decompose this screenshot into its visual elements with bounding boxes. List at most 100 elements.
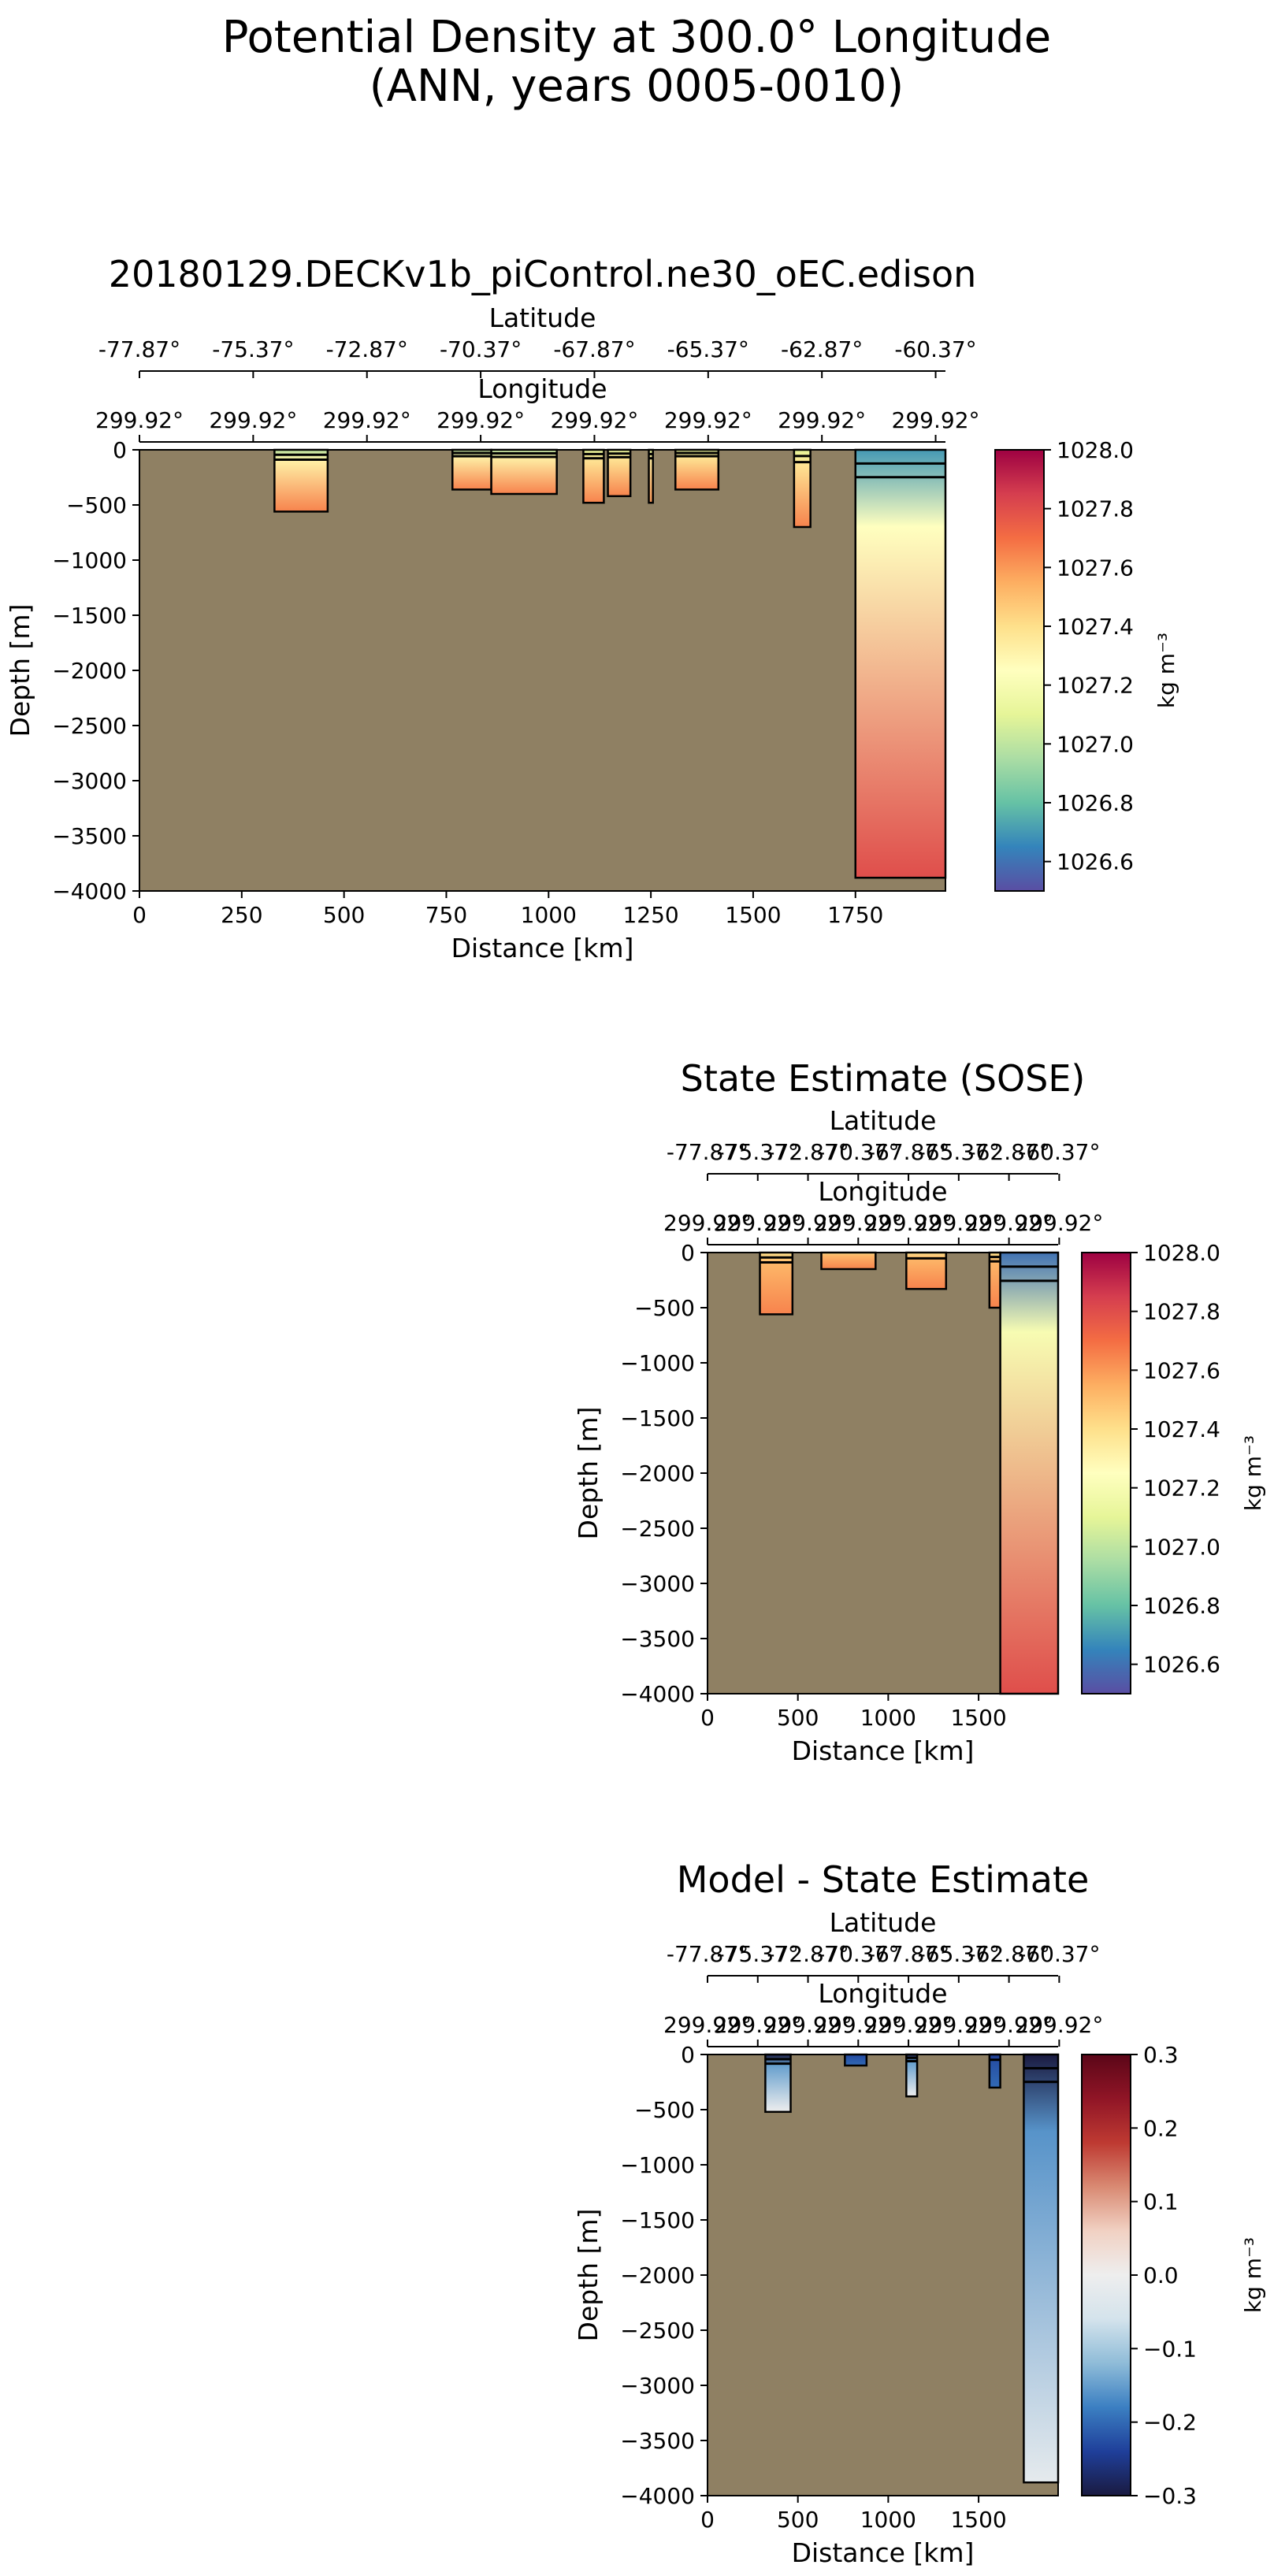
latitude-tick-label: -77.87° (98, 336, 180, 362)
x-tick-label: 500 (323, 902, 365, 928)
colorbar-tick-label: 1026.8 (1057, 790, 1134, 816)
x-axis-label: Distance [km] (792, 1735, 975, 1766)
longitude-tick-label: 299.92° (663, 2012, 752, 2038)
figure-title-line-1: Potential Density at 300.0° Longitude (222, 12, 1052, 63)
latitude-tick-label: -70.37° (440, 336, 522, 362)
latitude-tick-label: -62.87° (968, 1139, 1049, 1165)
latitude-tick-label: -60.37° (894, 336, 976, 362)
ocean-column (1023, 2053, 1060, 2484)
y-tick-label: −500 (66, 492, 127, 518)
colorbar-tick-label: −0.3 (1143, 2483, 1197, 2509)
y-tick-label: −3500 (52, 823, 127, 849)
longitude-tick-label: 299.92° (764, 1210, 852, 1236)
y-tick-label: −4000 (620, 1681, 695, 1707)
y-tick-label: −2000 (620, 2262, 695, 2288)
y-tick-label: −2500 (620, 2318, 695, 2344)
longitude-tick-label: 299.92° (814, 1210, 902, 1236)
longitude-tick-label: 299.92° (714, 2012, 802, 2038)
longitude-axis-label: Longitude (477, 373, 607, 404)
longitude-tick-label: 299.92° (814, 2012, 902, 2038)
colorbar-tick-label: −0.1 (1143, 2336, 1197, 2362)
longitude-tick-label: 299.92° (864, 2012, 953, 2038)
y-tick-label: −4000 (620, 2483, 695, 2509)
land-mask (708, 2054, 1058, 2496)
x-tick-label: 1250 (622, 902, 678, 928)
colorbar-label: kg m⁻³ (1240, 1435, 1266, 1511)
colorbar-tick-label: 1027.6 (1057, 555, 1134, 581)
latitude-tick-label: -67.87° (867, 1941, 949, 1967)
y-tick-label: −2000 (620, 1461, 695, 1487)
colorbar-tick-label: −0.2 (1143, 2410, 1197, 2436)
y-tick-label: −1000 (52, 547, 127, 573)
colorbar-label: kg m⁻³ (1240, 2237, 1266, 2313)
y-tick-label: −3000 (620, 2373, 695, 2399)
longitude-tick-label: 299.92° (778, 407, 866, 433)
colorbar-tick-label: 1027.0 (1057, 731, 1134, 757)
ocean-column (999, 1251, 1060, 1695)
y-tick-label: −2000 (52, 658, 127, 684)
longitude-tick-label: 299.92° (965, 1210, 1053, 1236)
colorbar (1081, 1252, 1131, 1694)
colorbar-tick-label: 1027.4 (1057, 614, 1134, 640)
latitude-tick-label: -65.37° (918, 1941, 1000, 1967)
ocean-column (854, 448, 947, 879)
colorbar-tick-label: 1027.8 (1143, 1299, 1220, 1325)
longitude-tick-label: 299.92° (915, 1210, 1003, 1236)
y-tick-label: −1000 (620, 2152, 695, 2178)
colorbar-tick-label: 1027.2 (1057, 673, 1134, 699)
x-tick-label: 250 (221, 902, 262, 928)
longitude-tick-label: 299.92° (1015, 2012, 1103, 2038)
difference-panel: Model - State Estimate 0 500 1000 1500 Distan… (573, 1858, 1266, 2568)
x-tick-label: 500 (777, 1705, 819, 1731)
x-tick-label: 0 (132, 902, 147, 928)
y-tick-label: −500 (634, 1295, 695, 1321)
x-tick-label: 1000 (860, 1705, 916, 1731)
latitude-tick-label: -77.87° (667, 1941, 748, 1967)
colorbar-tick-label: 1027.6 (1143, 1357, 1220, 1383)
x-tick-label: 1000 (860, 2507, 916, 2533)
colorbar-tick-label: 0.1 (1143, 2189, 1179, 2215)
longitude-tick-label: 299.92° (663, 1210, 752, 1236)
latitude-tick-label: -70.37° (817, 1139, 899, 1165)
colorbar-tick-label: 1026.8 (1143, 1593, 1220, 1619)
latitude-tick-label: -60.37° (1018, 1139, 1100, 1165)
latitude-axis-label: Latitude (830, 1907, 937, 1938)
y-axis-label: Depth [m] (573, 2209, 604, 2342)
longitude-tick-label: 299.92° (1015, 1210, 1103, 1236)
latitude-tick-label: -67.87° (553, 336, 635, 362)
y-tick-label: −2500 (52, 713, 127, 739)
longitude-tick-label: 299.92° (714, 1210, 802, 1236)
y-tick-label: 0 (681, 2042, 695, 2068)
y-tick-label: −3500 (620, 2428, 695, 2454)
longitude-tick-label: 299.92° (965, 2012, 1053, 2038)
colorbar-tick-label: 1028.0 (1143, 1240, 1220, 1266)
y-tick-label: −500 (634, 2097, 695, 2123)
colorbar-tick-label: 0.0 (1143, 2262, 1179, 2288)
x-axis-label: Distance [km] (451, 933, 634, 963)
y-tick-label: −1500 (620, 2207, 695, 2233)
longitude-tick-label: 299.92° (764, 2012, 852, 2038)
x-tick-label: 1750 (827, 902, 883, 928)
latitude-tick-label: -62.87° (968, 1941, 1049, 1967)
x-tick-label: 0 (700, 2507, 715, 2533)
x-tick-label: 750 (425, 902, 467, 928)
latitude-tick-label: -65.37° (667, 336, 749, 362)
panel-title: State Estimate (SOSE) (681, 1057, 1086, 1100)
panel-title: Model - State Estimate (677, 1858, 1090, 1901)
colorbar-tick-label: 1027.8 (1057, 496, 1134, 522)
latitude-tick-label: -75.37° (717, 1139, 799, 1165)
colorbar-tick-label: 0.2 (1143, 2115, 1179, 2141)
model-panel: 20180129.DECKv1b_piControl.ne30_oEC.edis… (5, 253, 1179, 963)
longitude-tick-label: 299.92° (323, 407, 411, 433)
colorbar-tick-label: 1027.2 (1143, 1475, 1220, 1501)
land-mask (139, 450, 945, 891)
colorbar-tick-label: 1028.0 (1057, 437, 1134, 463)
colorbar-label: kg m⁻³ (1153, 633, 1179, 708)
sose-panel: State Estimate (SOSE) 0 500 1000 1500 Distanc… (573, 1057, 1266, 1766)
latitude-tick-label: -72.87° (767, 1941, 849, 1967)
ocean-column (820, 1251, 877, 1271)
y-tick-label: 0 (681, 1240, 695, 1266)
latitude-tick-label: -65.37° (918, 1139, 1000, 1165)
y-axis-label: Depth [m] (573, 1407, 604, 1540)
